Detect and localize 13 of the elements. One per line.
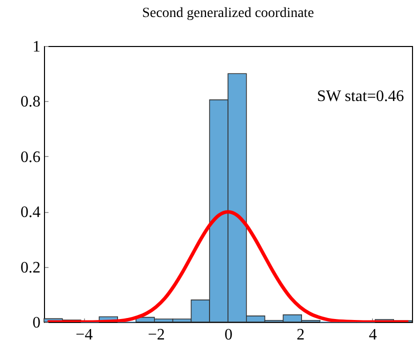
- y-tick-label: 0.2: [20, 259, 40, 276]
- y-tick-label: 0.8: [20, 94, 40, 111]
- x-tick-label: 0: [224, 326, 232, 344]
- x-tick-label: −4: [76, 326, 93, 344]
- y-tick-label: 0.4: [20, 204, 40, 222]
- chart-title: Second generalized coordinate: [142, 6, 314, 21]
- x-tick-label: 2: [296, 326, 305, 344]
- y-tick-label: 1: [32, 38, 40, 56]
- y-tick-label: 0: [32, 314, 40, 332]
- x-tick-label: −2: [148, 326, 165, 344]
- annotation: SW stat=0.46: [317, 88, 404, 105]
- x-tick-label: 4: [368, 326, 377, 344]
- y-tick-label: 0.6: [20, 148, 40, 166]
